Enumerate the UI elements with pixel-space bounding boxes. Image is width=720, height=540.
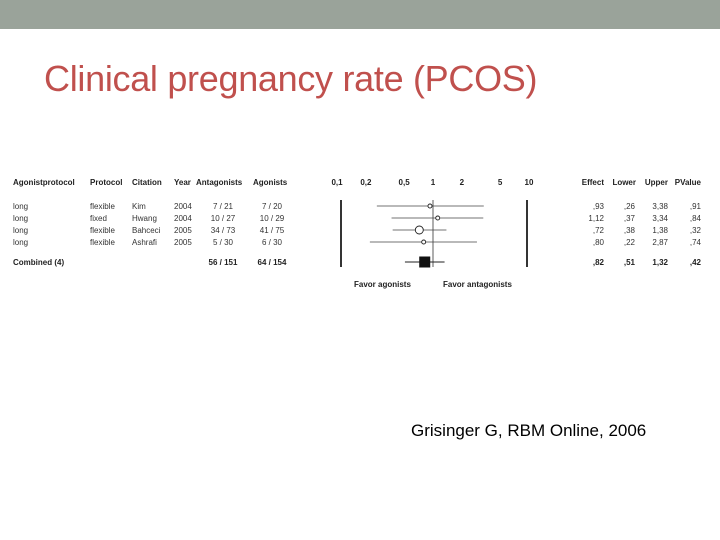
column-header: Upper — [645, 178, 668, 187]
table-cell: ,37 — [624, 214, 636, 223]
table-cell: long — [13, 226, 28, 235]
table-cell: 64 / 154 — [258, 258, 287, 267]
table-cell: Hwang — [132, 214, 157, 223]
table-cell: Kim — [132, 202, 146, 211]
table-cell: 34 / 73 — [211, 226, 236, 235]
table-cell: 56 / 151 — [209, 258, 238, 267]
axis-tick-label: 0,2 — [360, 178, 372, 187]
table-cell: ,93 — [593, 202, 605, 211]
axis-tick-label: 0,5 — [399, 178, 411, 187]
table-cell: 2005 — [174, 226, 192, 235]
table-cell: ,26 — [624, 202, 636, 211]
table-cell: ,80 — [593, 238, 605, 247]
table-cell: ,84 — [690, 214, 702, 223]
column-header: Antagonists — [196, 178, 243, 187]
table-cell: flexible — [90, 226, 115, 235]
table-cell: ,38 — [624, 226, 636, 235]
table-cell: 5 / 30 — [213, 238, 234, 247]
axis-tick-label: 2 — [460, 178, 465, 187]
column-header: Agonists — [253, 178, 288, 187]
column-header: Protocol — [90, 178, 122, 187]
table-cell: 6 / 30 — [262, 238, 283, 247]
column-header: Year — [174, 178, 191, 187]
table-cell: 2,87 — [652, 238, 668, 247]
column-header: Effect — [582, 178, 605, 187]
effect-marker — [427, 203, 433, 209]
axis-tick-label: 10 — [525, 178, 534, 187]
column-header: Agonistprotocol — [13, 178, 75, 187]
table-cell: ,82 — [593, 258, 605, 267]
table-cell: long — [13, 202, 28, 211]
table-cell: long — [13, 214, 28, 223]
table-cell: 7 / 21 — [213, 202, 234, 211]
axis-tick-label: 5 — [498, 178, 503, 187]
axis-tick-label: 0,1 — [331, 178, 343, 187]
citation-text: Grisinger G, RBM Online, 2006 — [411, 421, 647, 440]
table-cell: long — [13, 238, 28, 247]
table-cell: Ashrafi — [132, 238, 157, 247]
table-cell: 2004 — [174, 202, 192, 211]
table-cell: 1,12 — [588, 214, 604, 223]
table-cell: 2004 — [174, 214, 192, 223]
column-header: Citation — [132, 178, 162, 187]
table-cell: fixed — [90, 214, 107, 223]
table-cell: 2005 — [174, 238, 192, 247]
combined-effect-marker — [419, 256, 431, 268]
table-cell: flexible — [90, 238, 115, 247]
forest-plot: Agonistprotocol Protocol Citation Year Antag… — [13, 178, 702, 289]
favor-antagonists-label: Favor antagonists — [443, 280, 512, 289]
effect-marker — [435, 215, 441, 221]
favor-agonists-label: Favor agonists — [354, 280, 411, 289]
table-cell: ,91 — [690, 202, 702, 211]
table-cell: 1,32 — [652, 258, 668, 267]
table-cell: flexible — [90, 202, 115, 211]
table-cell: ,72 — [593, 226, 605, 235]
table-cell: ,51 — [624, 258, 636, 267]
table-cell: 1,38 — [652, 226, 668, 235]
table-cell: ,74 — [690, 238, 702, 247]
slide-title: Clinical pregnancy rate (PCOS) — [44, 58, 538, 99]
table-cell: Bahceci — [132, 226, 161, 235]
column-header: Lower — [612, 178, 636, 187]
table-cell: 41 / 75 — [260, 226, 285, 235]
table-cell: ,22 — [624, 238, 636, 247]
table-cell: 10 / 29 — [260, 214, 285, 223]
axis-tick-label: 1 — [431, 178, 436, 187]
top-bar — [0, 0, 720, 29]
effect-marker — [421, 239, 427, 245]
table-cell: ,32 — [690, 226, 702, 235]
table-cell: 3,34 — [652, 214, 668, 223]
column-header: PValue — [675, 178, 702, 187]
combined-label: Combined (4) — [13, 258, 64, 267]
table-cell: 3,38 — [652, 202, 668, 211]
table-cell: ,42 — [690, 258, 702, 267]
table-cell: 7 / 20 — [262, 202, 283, 211]
effect-marker — [414, 225, 424, 235]
table-cell: 10 / 27 — [211, 214, 236, 223]
